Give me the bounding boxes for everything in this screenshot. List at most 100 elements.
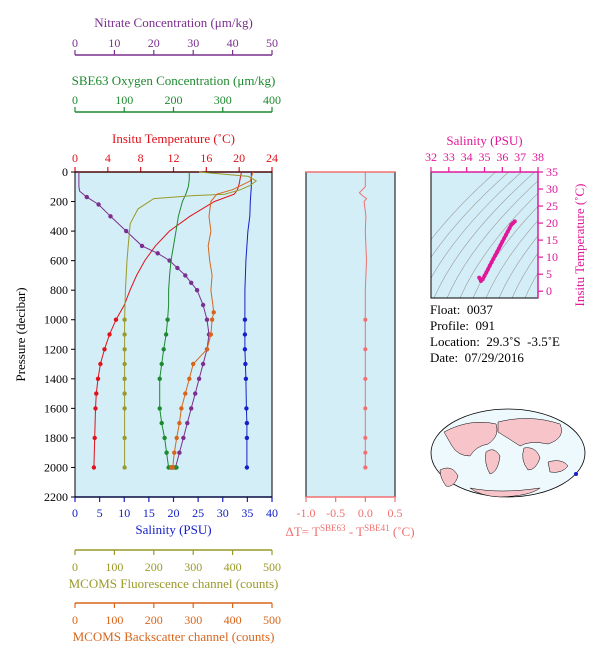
dt-plot-area	[305, 171, 396, 498]
temperature-tick-label: 4	[105, 151, 111, 165]
ts-x-tick-label: 37	[514, 150, 526, 164]
oxygen-point	[159, 361, 164, 367]
ts-contour	[431, 172, 497, 241]
ts-contour	[433, 172, 536, 298]
dt-point	[363, 450, 368, 455]
oxygen-tick-label: 200	[165, 93, 183, 107]
plot-frame	[74, 171, 273, 498]
ts-contour	[498, 235, 538, 298]
ts-x-tick-label: 32	[425, 150, 437, 164]
ts-point	[480, 277, 485, 282]
backscatter-point	[204, 347, 210, 352]
backscatter-axis-label: MCOMS Backscatter channel (counts)	[73, 629, 275, 644]
y-tick-label: 1000	[44, 313, 68, 327]
salinity-tick-label: 0	[72, 506, 78, 520]
dt-tick-label: 0.0	[358, 506, 373, 520]
dt-line	[358, 172, 368, 468]
date-label: Date: 07/29/2016	[430, 350, 524, 365]
dt-point	[363, 406, 368, 411]
y-tick-label: 1800	[44, 431, 68, 445]
map-land	[497, 418, 562, 447]
temperature-point	[98, 361, 103, 367]
ts-y-tick-label: 5	[546, 267, 552, 281]
ts-point	[502, 236, 507, 241]
float-location-marker	[574, 472, 578, 476]
nitrate-point	[175, 265, 180, 271]
fluorescence-tick-label: 300	[184, 560, 202, 574]
ts-point	[491, 256, 496, 261]
fluorescence-tick-label: 200	[145, 560, 163, 574]
salinity-point	[244, 420, 250, 426]
dt-point	[363, 465, 368, 470]
fluorescence-tick-label: 100	[105, 560, 123, 574]
backscatter-point	[209, 317, 215, 322]
salinity-tick-label: 10	[118, 506, 130, 520]
ts-contour	[524, 272, 538, 298]
fluorescence-tick-label: 500	[263, 560, 281, 574]
world-map	[430, 408, 586, 498]
temperature-tick-label: 20	[233, 151, 245, 165]
salinity-point	[243, 361, 248, 367]
temperature-point	[102, 347, 107, 352]
nitrate-tick-label: 30	[187, 36, 199, 50]
salinity-point	[243, 376, 249, 381]
y-tick-label: 0	[62, 165, 68, 179]
temperature-tick-label: 16	[200, 151, 212, 165]
location-label: Location: 29.3˚S -3.5˚E	[430, 334, 560, 349]
salinity-point	[242, 317, 248, 322]
ts-point	[477, 275, 482, 280]
backscatter-tick-label: 400	[224, 613, 242, 627]
backscatter-tick-label: 100	[105, 613, 123, 627]
y-tick-label: 200	[50, 195, 68, 209]
nitrate-tick-label: 20	[148, 36, 160, 50]
plot-area	[75, 172, 272, 497]
delta-t-panel: -1.0 -0.5 0.0 0.5 ΔT= TSBE63 - TSBE41 (˚C)	[285, 171, 415, 539]
nitrate-point	[185, 420, 190, 426]
fluorescence-point	[122, 317, 127, 322]
y-tick-label: 1200	[44, 342, 68, 356]
backscatter-point	[191, 361, 196, 367]
nitrate-axis-label: Nitrate Concentration (μm/kg)	[94, 15, 253, 30]
ts-point	[498, 243, 503, 248]
nitrate-point	[108, 214, 113, 219]
fluorescence-line	[124, 171, 258, 468]
ts-contour	[431, 172, 510, 258]
salinity-point	[244, 406, 249, 411]
nitrate-point	[124, 228, 129, 234]
nitrate-point	[196, 376, 202, 381]
salinity-tick-label: 20	[168, 506, 180, 520]
temperature-point	[113, 317, 119, 322]
salinity-tick-label: 15	[143, 506, 155, 520]
ts-point	[486, 267, 491, 272]
nitrate-point	[194, 288, 200, 293]
fluorescence-point	[122, 391, 127, 396]
map-land	[485, 449, 501, 475]
ts-x-axis-label: Salinity (PSU)	[446, 133, 522, 148]
ts-point	[496, 246, 501, 251]
y-tick-label: 2000	[44, 460, 68, 474]
ts-x-tick-label: 36	[496, 150, 508, 164]
ts-contour	[431, 172, 523, 279]
ts-contour	[459, 192, 538, 298]
salinity-point	[242, 347, 248, 352]
backscatter-point	[208, 332, 214, 337]
oxygen-point	[162, 435, 167, 441]
temperature-point	[92, 435, 97, 441]
oxygen-tick-label: 400	[263, 93, 281, 107]
dt-tick-label: 0.5	[388, 506, 403, 520]
backscatter-point	[183, 391, 188, 396]
oxygen-tick-label: 0	[72, 93, 78, 107]
nitrate-point	[84, 194, 90, 200]
ts-x-tick-label: 35	[479, 150, 491, 164]
oxygen-point	[157, 406, 162, 411]
map-land	[443, 422, 498, 457]
oxygen-tick-label: 100	[115, 93, 133, 107]
temperature-tick-label: 12	[168, 151, 180, 165]
ts-point	[487, 263, 492, 268]
ts-y-tick-label: 30	[546, 182, 558, 196]
nitrate-tick-label: 0	[72, 36, 78, 50]
salinity-point	[244, 465, 250, 470]
salinity-tick-label: 25	[192, 506, 204, 520]
temperature-point	[91, 465, 97, 470]
